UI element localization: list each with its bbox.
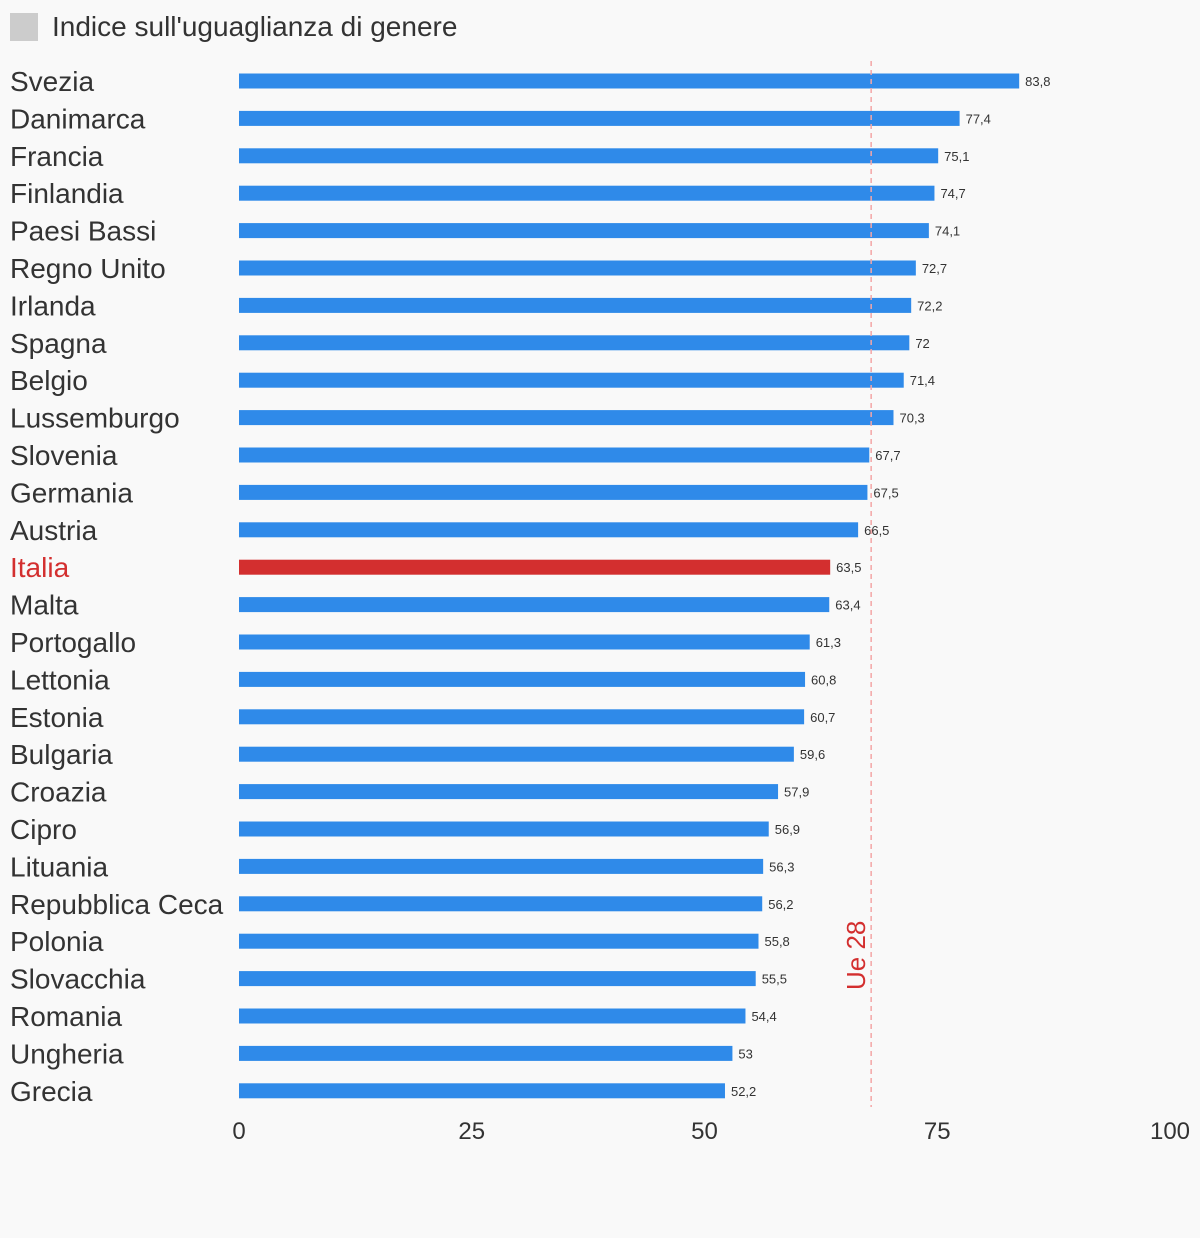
category-label: Malta: [10, 590, 79, 621]
bar: [239, 896, 763, 912]
category-label: Irlanda: [10, 290, 96, 321]
category-label: Romania: [10, 1001, 122, 1032]
bar: [239, 260, 916, 276]
bar: [239, 297, 912, 313]
bar: [239, 858, 764, 874]
bar: [239, 971, 756, 987]
bar: [239, 447, 870, 463]
bar: [239, 148, 939, 164]
category-label: Lituania: [10, 851, 109, 882]
bar: [239, 185, 935, 201]
category-label: Italia: [10, 552, 70, 583]
category-label: Portogallo: [10, 627, 136, 658]
value-label: 55,8: [764, 934, 789, 949]
value-label: 60,7: [810, 710, 835, 725]
category-label: Bulgaria: [10, 739, 113, 770]
category-label: Germania: [10, 477, 133, 508]
value-label: 74,7: [940, 186, 965, 201]
bar: [239, 484, 868, 500]
value-label: 67,5: [873, 485, 898, 500]
value-label: 77,4: [966, 111, 991, 126]
x-tick-label: 0: [232, 1118, 245, 1145]
bar: [239, 634, 810, 650]
value-label: 83,8: [1025, 74, 1050, 89]
bar: [239, 372, 904, 388]
bar: [239, 522, 859, 538]
value-label: 59,6: [800, 747, 825, 762]
bar: [239, 821, 769, 837]
category-label: Estonia: [10, 702, 104, 733]
value-label: 56,2: [768, 897, 793, 912]
category-label: Francia: [10, 141, 104, 172]
value-label: 55,5: [762, 972, 787, 987]
category-label: Grecia: [10, 1076, 93, 1107]
category-label: Polonia: [10, 926, 104, 957]
category-label: Cipro: [10, 814, 77, 845]
value-label: 60,8: [811, 672, 836, 687]
bar: [239, 335, 910, 351]
value-label: 75,1: [944, 149, 969, 164]
value-label: 72,2: [917, 298, 942, 313]
category-label: Repubblica Ceca: [10, 889, 224, 920]
category-label: Ungheria: [10, 1038, 124, 1069]
category-label: Croazia: [10, 777, 107, 808]
bar: [239, 709, 805, 725]
value-label: 63,5: [836, 560, 861, 575]
bar: [239, 223, 929, 239]
value-label: 61,3: [816, 635, 841, 650]
value-label: 52,2: [731, 1084, 756, 1099]
reference-line-label: Ue 28: [841, 921, 871, 990]
value-label: 72,7: [922, 261, 947, 276]
bar: [239, 110, 960, 126]
value-label: 66,5: [864, 523, 889, 538]
category-label: Lettonia: [10, 664, 110, 695]
category-label: Slovacchia: [10, 964, 146, 995]
bar: [239, 746, 794, 762]
value-label: 56,3: [769, 859, 794, 874]
x-tick-label: 50: [691, 1118, 718, 1145]
bar: [239, 1008, 746, 1024]
bar: [239, 1083, 725, 1099]
category-label: Spagna: [10, 328, 107, 359]
category-label: Austria: [10, 515, 98, 546]
bar: [239, 671, 806, 687]
category-label: Svezia: [10, 66, 94, 97]
value-label: 53: [738, 1046, 752, 1061]
value-label: 72: [915, 336, 929, 351]
bar: [239, 784, 779, 800]
value-label: 74,1: [935, 224, 960, 239]
bar: [239, 597, 830, 613]
category-label: Slovenia: [10, 440, 118, 471]
bar: [239, 559, 831, 575]
legend-label: Indice sull'uguaglianza di genere: [52, 11, 458, 42]
bar: [239, 410, 894, 426]
value-label: 56,9: [775, 822, 800, 837]
category-label: Paesi Bassi: [10, 216, 156, 247]
x-tick-label: 25: [458, 1118, 485, 1145]
value-label: 71,4: [910, 373, 935, 388]
legend-swatch: [10, 13, 38, 41]
legend: Indice sull'uguaglianza di genere: [10, 8, 457, 46]
value-label: 70,3: [899, 411, 924, 426]
category-label: Belgio: [10, 365, 88, 396]
value-label: 57,9: [784, 785, 809, 800]
value-label: 67,7: [875, 448, 900, 463]
category-label: Finlandia: [10, 178, 124, 209]
category-label: Danimarca: [10, 103, 146, 134]
bar: [239, 1045, 733, 1061]
x-tick-label: 75: [924, 1118, 951, 1145]
value-label: 54,4: [751, 1009, 776, 1024]
value-label: 63,4: [835, 598, 860, 613]
x-tick-label: 100: [1150, 1118, 1190, 1145]
category-label: Lussemburgo: [10, 403, 180, 434]
category-label: Regno Unito: [10, 253, 166, 284]
bar: [239, 73, 1020, 89]
bar: [239, 933, 759, 949]
